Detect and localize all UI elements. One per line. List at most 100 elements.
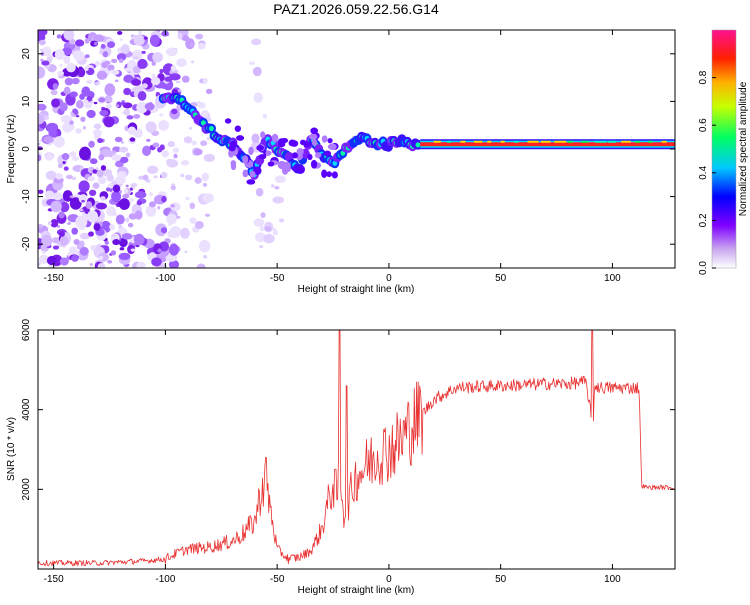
snr-series-line xyxy=(38,330,675,567)
spectrogram-speckle xyxy=(135,85,145,92)
spectrogram-band xyxy=(420,139,675,150)
spectrogram-speckle xyxy=(86,79,93,84)
spectrogram-speckle xyxy=(61,153,70,161)
spectrogram-speckle xyxy=(55,172,63,180)
spectrogram-speckle xyxy=(190,43,194,46)
spectrogram-speckle xyxy=(160,227,168,234)
spectrogram-speckle xyxy=(38,103,47,111)
spectrogram-speckle xyxy=(53,136,65,148)
spectrogram-speckle xyxy=(59,201,70,213)
spectrogram-speckle xyxy=(71,77,80,85)
snr-x-ticks: -150 -100 -50 0 50 100 xyxy=(44,330,621,585)
colorbar-tick-label: 0.4 xyxy=(698,165,709,179)
spectrogram-speckle xyxy=(45,170,57,180)
spectrogram-speckle xyxy=(201,172,209,182)
spectrogram-speckle xyxy=(81,199,85,203)
spectrogram-ridge-scatter xyxy=(267,161,275,167)
spectrogram-speckle xyxy=(106,206,117,217)
spectrogram-ridge-scatter xyxy=(311,138,318,146)
snr-plot-area xyxy=(38,330,675,569)
spectrogram-speckle xyxy=(66,174,73,180)
spectrogram-speckle xyxy=(157,248,162,253)
spectrogram-speckle xyxy=(144,102,155,111)
spectrogram-speckle xyxy=(111,154,122,161)
spectrogram-speckle xyxy=(73,50,83,61)
spectrogram-speckle xyxy=(149,201,156,208)
spectrogram-speckle xyxy=(52,192,63,201)
spectrogram-ridge-scatter xyxy=(292,152,299,159)
spectrogram-speckle xyxy=(159,113,164,117)
spectrogram-speckle xyxy=(278,218,285,223)
spectrogram-speckle xyxy=(133,233,145,246)
spectrogram-speckle xyxy=(75,114,80,118)
spectrogram-speckle xyxy=(63,30,75,41)
spectrogram-speckle xyxy=(259,245,264,248)
spectrogram-speckle xyxy=(40,58,44,62)
spectrogram-band-fleck xyxy=(594,140,607,143)
spectrogram-speckle xyxy=(166,158,174,165)
spectrogram-speckle xyxy=(115,214,125,225)
spectrogram-speckle xyxy=(253,218,265,227)
spectrogram-speckle xyxy=(71,156,80,161)
spectrogram-speckle xyxy=(94,81,101,86)
spectrogram-speckle xyxy=(177,89,182,92)
spectrogram-speckle xyxy=(118,58,124,63)
spectrogram-speckle xyxy=(152,52,163,63)
spectrogram-speckle xyxy=(111,234,116,238)
spectrogram-speckle xyxy=(136,261,146,268)
spectrogram-speckle xyxy=(107,64,115,72)
spectrogram-ridge-scatter xyxy=(310,127,319,135)
spectrogram-x-ticks: -150 -100 -50 0 50 100 xyxy=(44,30,621,284)
spectrogram-speckle xyxy=(38,262,41,266)
spectrogram-speckle xyxy=(38,66,46,79)
spectrogram-speckle xyxy=(260,212,266,218)
spectrogram-speckle xyxy=(62,161,66,165)
spectrogram-ridge-scatter xyxy=(321,169,328,178)
spectrogram-speckle xyxy=(126,115,134,120)
spectrogram-speckle xyxy=(255,187,264,197)
spectrogram-speckle xyxy=(73,239,80,246)
spectrogram-speckle xyxy=(137,175,144,180)
spectrogram-speckle xyxy=(79,146,91,161)
snr-y-tick-label: 6000 xyxy=(21,318,32,341)
spectrogram-speckle xyxy=(89,263,94,267)
spectrogram-speckle xyxy=(88,140,95,148)
spectrogram-speckle xyxy=(85,201,93,210)
spectrogram-speckle xyxy=(57,70,65,76)
spectrogram-speckle xyxy=(71,227,78,235)
spectrogram-speckle xyxy=(130,182,138,188)
spectrogram-speckle xyxy=(93,131,102,141)
spectrogram-speckle xyxy=(185,38,195,50)
spectrogram-speckle xyxy=(79,246,89,256)
spectrogram-speckle xyxy=(78,66,83,70)
spectrogram-speckle xyxy=(173,153,178,159)
spectrogram-speckle xyxy=(194,177,202,184)
spectrogram-speckle xyxy=(100,165,107,171)
spectrogram-speckle xyxy=(58,230,65,238)
spectrogram-band-fleck xyxy=(514,140,519,143)
spectrogram-speckle xyxy=(259,226,265,232)
spectrogram-speckle xyxy=(88,210,94,217)
spectrogram-y-tick-label: 10 xyxy=(21,95,32,107)
spectrogram-speckle xyxy=(78,180,90,193)
spectrogram-speckle xyxy=(134,191,147,199)
spectrogram-speckle xyxy=(131,78,142,86)
chart-title: PAZ1.2026.059.22.56.G14 xyxy=(273,1,439,17)
spectrogram-speckle xyxy=(165,253,178,262)
spectrogram-speckle xyxy=(88,231,94,237)
spectrogram-speckle xyxy=(96,169,104,178)
spectrogram-speckle xyxy=(193,148,203,156)
spectrogram-speckle xyxy=(89,189,97,197)
colorbar-tick-label: 0.2 xyxy=(698,213,709,227)
spectrogram-speckle xyxy=(110,58,118,64)
spectrogram-speckle xyxy=(133,34,145,46)
spectrogram-speckle xyxy=(63,166,69,171)
spectrogram-speckle xyxy=(60,115,73,124)
spectrogram-ridge-scatter xyxy=(260,131,266,139)
spectrogram-speckle xyxy=(133,65,141,74)
spectrogram-band-fleck xyxy=(500,140,505,143)
spectrogram-speckle xyxy=(123,74,134,83)
spectrogram-speckle xyxy=(106,174,114,182)
spectrogram-speckle xyxy=(176,58,187,67)
spectrogram-speckle xyxy=(195,33,204,40)
